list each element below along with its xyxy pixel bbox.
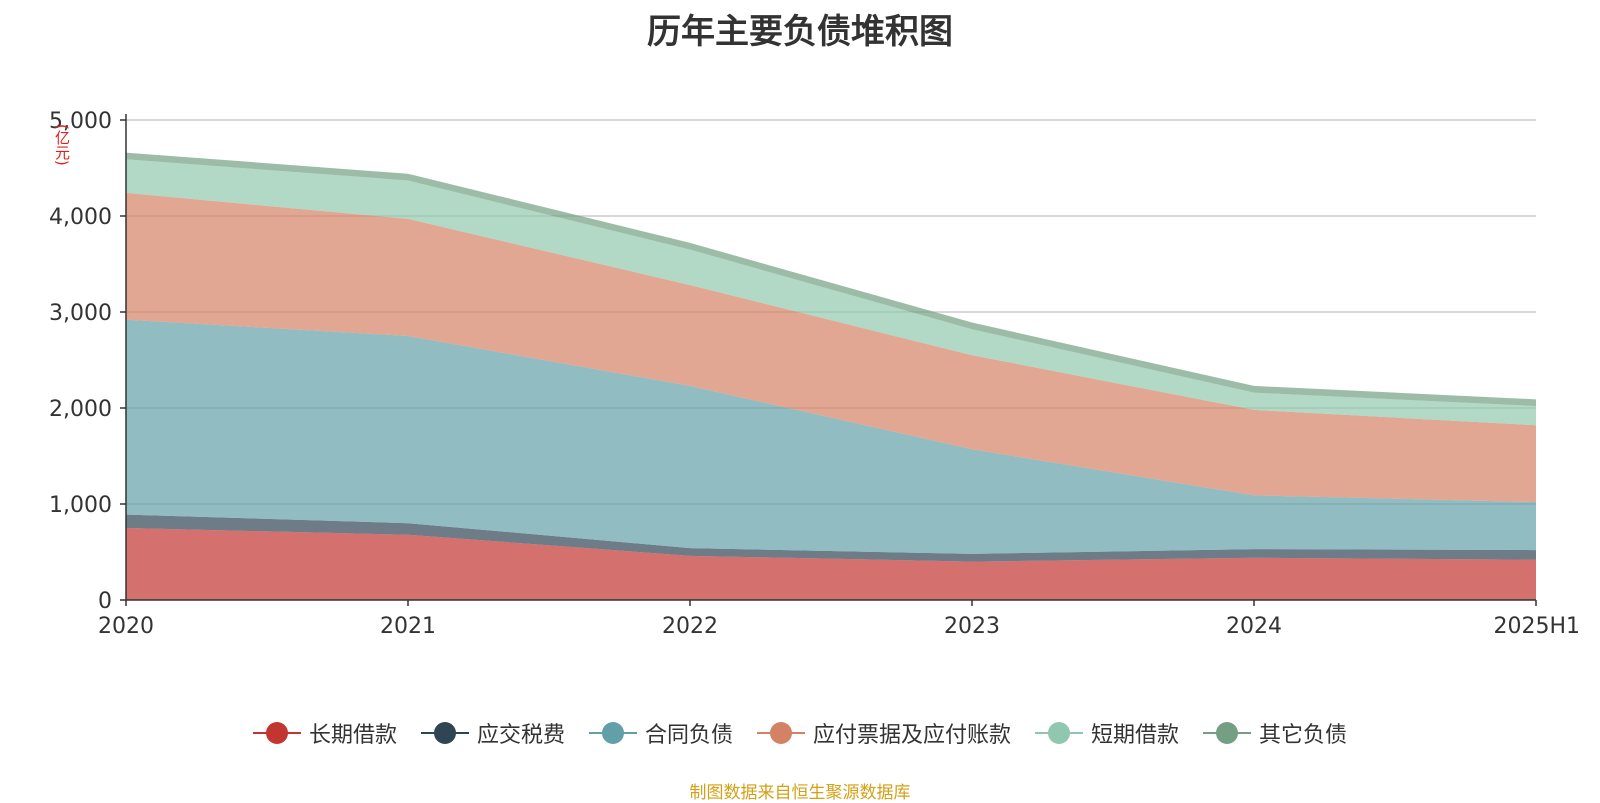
area-应交税费[interactable] — [126, 514, 1536, 562]
x-tick-label: 2023 — [944, 614, 1000, 639]
legend-label: 其它负债 — [1259, 723, 1348, 748]
legend-label: 应交税费 — [476, 723, 565, 748]
legend-marker-icon — [1035, 721, 1084, 745]
legend-item[interactable]: 短期借款 — [1035, 717, 1179, 749]
y-tick-label: 5,000 — [49, 109, 112, 134]
legend-label: 合同负债 — [644, 723, 733, 748]
legend-label: 长期借款 — [308, 723, 397, 748]
x-tick-label: 2022 — [662, 614, 718, 639]
y-tick-label: 4,000 — [49, 205, 112, 230]
area-合同负债[interactable] — [126, 319, 1536, 554]
legend-marker-icon — [1203, 721, 1252, 745]
legend-item[interactable]: 应付票据及应付账款 — [757, 717, 1011, 749]
legend-item[interactable]: 应交税费 — [420, 717, 565, 749]
legend-marker-icon — [252, 721, 301, 745]
y-tick-label: 0 — [98, 589, 112, 614]
legend-item[interactable]: 其它负债 — [1203, 717, 1347, 749]
legend: 长期借款 应交税费 合同负债 应付票据及应付账款 短期借款 其它负债 — [0, 717, 1600, 749]
area-应付票据及应付账款[interactable] — [126, 192, 1536, 503]
y-axis-unit: (亿元) — [53, 124, 71, 166]
legend-marker-icon — [588, 721, 637, 745]
area-短期借款[interactable] — [126, 159, 1536, 426]
y-tick-label: 3,000 — [49, 301, 112, 326]
y-tick-label: 1,000 — [49, 493, 112, 518]
source-note: 制图数据来自恒生聚源数据库 — [689, 783, 911, 803]
axes: 0 1,000 2,000 3,000 4,000 5,000 2020 2021 2022 20… — [49, 109, 1580, 639]
area-series[interactable] — [126, 152, 1536, 600]
legend-label: 应付票据及应付账款 — [813, 723, 1012, 748]
y-tick-label: 2,000 — [49, 397, 112, 422]
area-长期借款[interactable] — [126, 528, 1536, 600]
legend-item[interactable]: 合同负债 — [588, 717, 733, 749]
x-tick-label: 2024 — [1226, 614, 1282, 639]
x-tick-label: 2021 — [380, 614, 436, 639]
legend-marker-icon — [420, 721, 469, 745]
legend-item[interactable]: 长期借款 — [252, 717, 397, 749]
chart-title: 历年主要负债堆积图 — [647, 12, 953, 52]
legend-marker-icon — [757, 721, 805, 745]
legend-label: 短期借款 — [1091, 723, 1180, 748]
x-tick-label: 2020 — [98, 614, 154, 639]
x-tick-label: 2025H1 — [1493, 614, 1580, 639]
